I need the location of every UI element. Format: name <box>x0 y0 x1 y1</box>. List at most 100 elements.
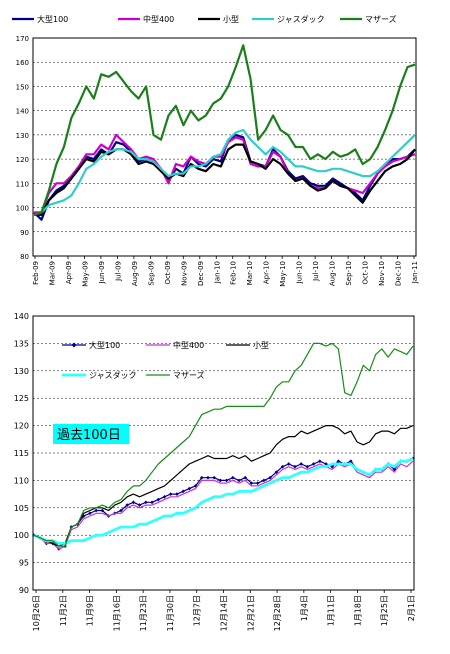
bottom-chart-x-tick-label: 11月23日 <box>139 595 148 631</box>
bottom-chart-series-point-0 <box>212 475 216 480</box>
bottom-chart-series-point-0 <box>237 478 241 483</box>
bottom-chart-legend-label-4: マザーズ <box>173 370 205 380</box>
top-chart-x-tick-label: Jan-11 <box>411 261 419 284</box>
top-chart-x-tick-label: Jul-09 <box>114 261 122 282</box>
top-chart-x-tick-label: Aug-09 <box>131 261 139 286</box>
bottom-chart-y-tick-label: 100 <box>14 531 29 540</box>
bottom-chart-series-point-0 <box>144 500 148 505</box>
bottom-chart-x-tick-label: 10月26日 <box>32 595 41 631</box>
bottom-chart-series-point-0 <box>162 495 167 499</box>
bottom-chart-annotation-box <box>53 424 129 444</box>
bottom-chart-y-tick-label: 140 <box>14 312 29 321</box>
top-chart-legend-label-1: 中型400 <box>143 14 174 24</box>
bottom-chart-x-tick-label: 1月4日 <box>300 595 309 621</box>
bottom-chart-x-tick-label: 11月30日 <box>166 595 175 631</box>
top-chart-series-line-3 <box>33 128 416 216</box>
bottom-chart-legend-label-0: 大型100 <box>89 340 120 350</box>
bottom-chart-y-tick-label: 95 <box>19 559 29 568</box>
bottom-chart-series-point-0 <box>100 508 105 513</box>
bottom-chart-y-tick-label: 110 <box>14 476 29 485</box>
bottom-chart-series-point-0 <box>268 475 272 480</box>
top-chart-x-tick-label: Nov-10 <box>378 261 386 286</box>
top-chart: 80 90 100 110 120 130 140 150 160 170 Feb-09 Mar-09… <box>12 14 419 287</box>
top-chart-x-tick-label: Feb-09 <box>32 261 40 285</box>
top-chart-y-tick-label: 130 <box>16 132 29 140</box>
top-chart-y-tick-label: 110 <box>16 180 29 188</box>
bottom-chart-x-tick-label: 12月7日 <box>193 595 202 626</box>
top-chart-series-line-4 <box>33 44 416 216</box>
top-chart-x-tick-label: Oct-09 <box>164 261 172 285</box>
bottom-chart-series-point-0 <box>187 486 192 491</box>
top-chart-series-line-1 <box>34 133 416 214</box>
bottom-chart-series-point-0 <box>199 475 204 480</box>
top-chart-y-tick-label: 120 <box>16 156 29 164</box>
bottom-chart-x-tick-label: 11月9日 <box>86 595 95 626</box>
bottom-chart-y-tick-label: 115 <box>14 449 29 458</box>
bottom-chart-series-point-0 <box>243 475 248 480</box>
top-chart-x-tick-label: Sep-10 <box>345 261 353 286</box>
bottom-chart-series-point-0 <box>286 462 291 466</box>
bottom-chart-series-point-0 <box>318 459 322 464</box>
top-chart-legend-label-2: 小型 <box>223 15 239 24</box>
bottom-chart-series-line-1 <box>33 460 414 550</box>
bottom-chart-y-tick-label: 105 <box>14 504 29 513</box>
bottom-chart-series-point-0 <box>224 478 229 483</box>
top-chart-y-tick-label: 170 <box>16 35 29 43</box>
bottom-chart-series-point-0 <box>88 511 92 516</box>
top-chart-x-tick-label: May-10 <box>279 261 287 287</box>
top-chart-x-tick-label: Apr-10 <box>263 261 271 284</box>
bottom-chart-series-point-0 <box>175 492 179 496</box>
top-chart-legend-label-4: マザーズ <box>365 14 397 24</box>
bottom-chart-series-point-0 <box>299 462 303 466</box>
top-chart-x-tick-label: Feb-10 <box>230 261 238 285</box>
bottom-chart-x-tick-label: 2月1日 <box>407 595 416 621</box>
bottom-chart-series-point-0 <box>249 481 254 485</box>
bottom-chart-series-point-0 <box>218 478 223 483</box>
bottom-chart-y-tick-label: 135 <box>14 339 29 348</box>
top-chart-x-tick-label: Jun-10 <box>296 261 304 284</box>
bottom-chart-series-point-0 <box>255 481 260 485</box>
top-chart-x-tick-label: Jan-10 <box>213 261 221 284</box>
bottom-chart-annotation-text: 過去100日 <box>57 428 121 443</box>
bottom-chart-legend-label-2: 小型 <box>253 341 269 350</box>
bottom-chart-series-line-4 <box>33 342 414 547</box>
top-chart-x-tick-label: Mar-09 <box>48 261 56 285</box>
bottom-chart-series-point-0 <box>119 508 123 513</box>
top-chart-y-tick-label: 100 <box>16 205 29 213</box>
top-chart-y-tick-label: 160 <box>16 59 29 67</box>
bottom-chart-series-point-0 <box>156 497 161 502</box>
top-chart-y-tick-label: 80 <box>20 253 29 261</box>
top-chart-y-tick-label: 150 <box>16 83 29 91</box>
bottom-chart-series-point-0 <box>150 500 154 505</box>
bottom-chart-x-tick-label: 1月11日 <box>327 595 336 626</box>
top-chart-y-tick-label: 140 <box>16 108 29 116</box>
bottom-chart-series-point-0 <box>168 492 173 496</box>
bottom-chart-x-tick-label: 11月16日 <box>112 595 121 631</box>
top-chart-x-tick-label: Mar-10 <box>246 261 254 285</box>
bottom-chart-series-point-0 <box>206 475 210 480</box>
top-chart-x-tick-label: Dec-10 <box>395 261 403 286</box>
bottom-chart-series-point-0 <box>349 459 353 464</box>
bottom-chart-series-point-0 <box>231 475 235 480</box>
bottom-chart-series-point-0 <box>181 489 185 494</box>
bottom-chart-series-point-0 <box>305 464 310 469</box>
top-chart-legend-label-3: ジャスダック <box>277 14 325 24</box>
top-chart-x-tick-label: Aug-10 <box>329 261 337 286</box>
bottom-chart-series-point-0 <box>94 508 98 513</box>
top-chart-x-tick-label: Jul-10 <box>312 261 320 282</box>
bottom-chart-series-point-0 <box>336 459 341 464</box>
top-chart-x-tick-label: May-09 <box>81 261 89 287</box>
bottom-chart-legend-label-1: 中型400 <box>173 340 204 350</box>
bottom-chart-y-tick-label: 90 <box>19 586 29 595</box>
bottom-chart-series-point-0 <box>125 503 129 507</box>
top-chart-legend-label-0: 大型100 <box>37 14 68 24</box>
bottom-chart-series-point-0 <box>311 462 316 466</box>
bottom-chart-series-point-0 <box>137 503 142 507</box>
top-chart-y-tick-label: 90 <box>20 229 29 237</box>
bottom-chart-series-point-0 <box>274 470 279 474</box>
top-chart-x-tick-label: Nov-09 <box>180 261 188 286</box>
bottom-chart-legend-marker-0 <box>71 342 77 348</box>
bottom-chart-y-tick-label: 125 <box>14 394 29 403</box>
bottom-chart-series-point-0 <box>330 464 335 469</box>
